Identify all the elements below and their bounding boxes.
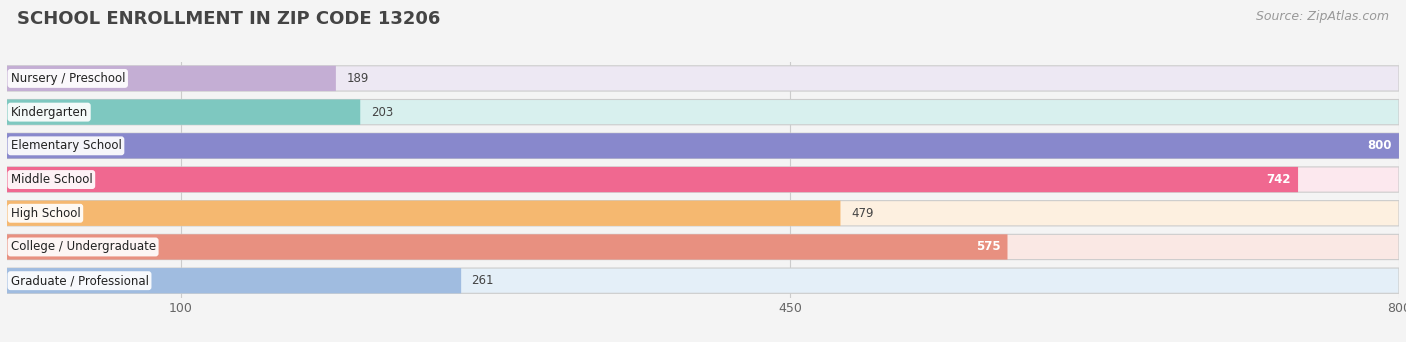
FancyBboxPatch shape xyxy=(7,234,1399,260)
Text: Kindergarten: Kindergarten xyxy=(10,106,87,119)
Text: Nursery / Preschool: Nursery / Preschool xyxy=(10,72,125,85)
FancyBboxPatch shape xyxy=(7,167,1298,192)
FancyBboxPatch shape xyxy=(7,100,360,125)
FancyBboxPatch shape xyxy=(7,268,461,293)
Text: 203: 203 xyxy=(371,106,392,119)
FancyBboxPatch shape xyxy=(7,66,336,91)
Text: College / Undergraduate: College / Undergraduate xyxy=(10,240,156,253)
Text: High School: High School xyxy=(10,207,80,220)
FancyBboxPatch shape xyxy=(7,133,1399,158)
FancyBboxPatch shape xyxy=(7,167,1399,192)
FancyBboxPatch shape xyxy=(7,268,1399,293)
Text: Elementary School: Elementary School xyxy=(10,139,121,152)
FancyBboxPatch shape xyxy=(7,100,1399,125)
Text: Graduate / Professional: Graduate / Professional xyxy=(10,274,149,287)
Text: Middle School: Middle School xyxy=(10,173,93,186)
FancyBboxPatch shape xyxy=(7,66,1399,91)
FancyBboxPatch shape xyxy=(7,234,1008,260)
FancyBboxPatch shape xyxy=(7,201,1399,226)
Text: SCHOOL ENROLLMENT IN ZIP CODE 13206: SCHOOL ENROLLMENT IN ZIP CODE 13206 xyxy=(17,10,440,28)
Text: 261: 261 xyxy=(471,274,494,287)
Text: 479: 479 xyxy=(851,207,873,220)
FancyBboxPatch shape xyxy=(7,133,1399,158)
Text: 189: 189 xyxy=(346,72,368,85)
Text: 575: 575 xyxy=(976,240,1001,253)
Text: Source: ZipAtlas.com: Source: ZipAtlas.com xyxy=(1256,10,1389,23)
Text: 800: 800 xyxy=(1368,139,1392,152)
FancyBboxPatch shape xyxy=(7,201,841,226)
Text: 742: 742 xyxy=(1267,173,1291,186)
